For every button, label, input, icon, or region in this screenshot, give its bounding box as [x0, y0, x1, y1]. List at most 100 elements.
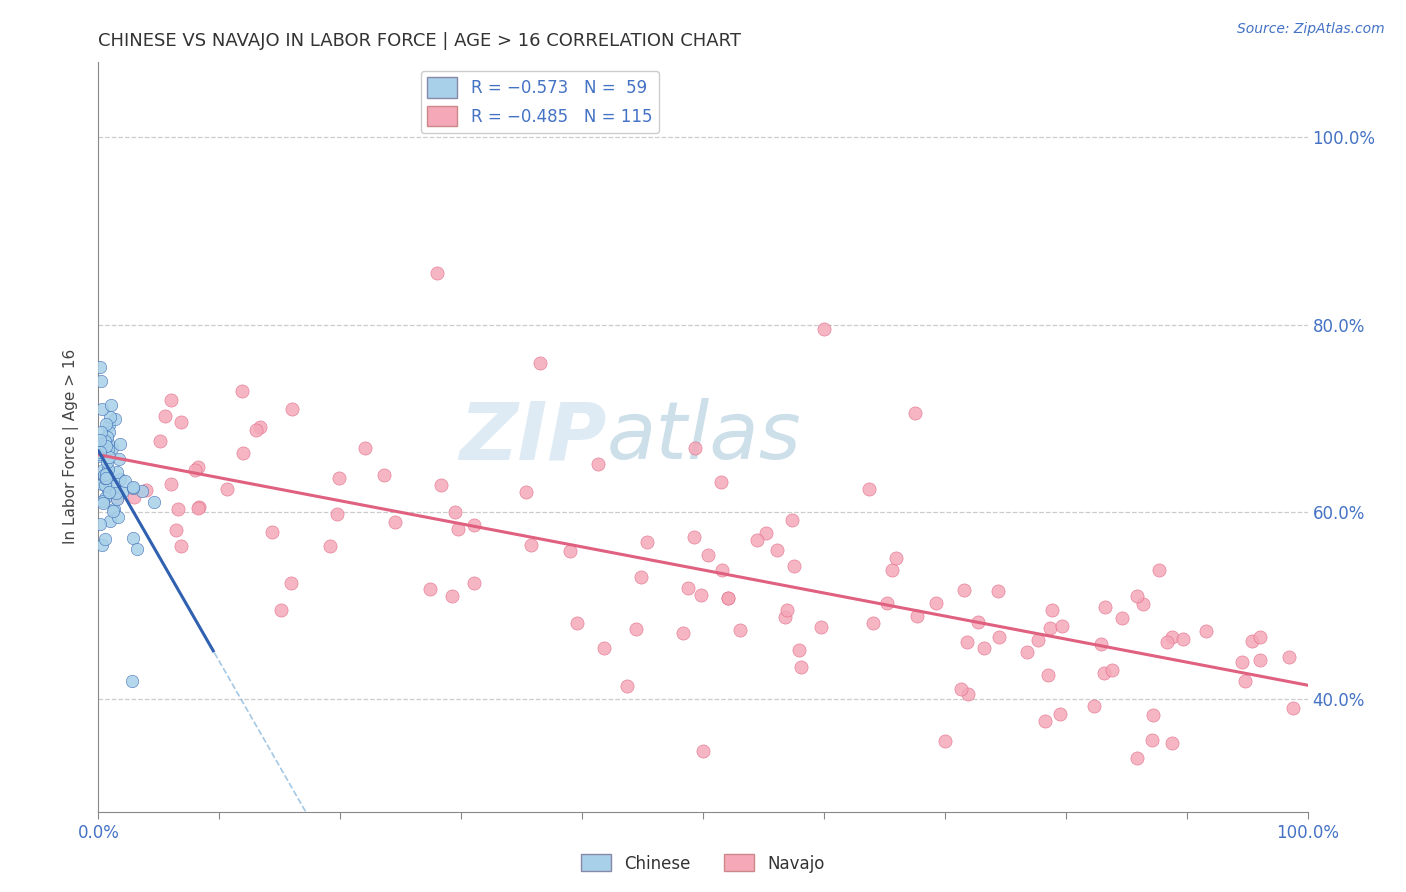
Point	[131, 484, 153, 499]
Point	[98, 450, 121, 464]
Point	[373, 468, 395, 483]
Point	[97, 483, 120, 498]
Point	[249, 419, 271, 434]
Point	[429, 478, 451, 492]
Point	[463, 517, 485, 532]
Point	[586, 458, 609, 472]
Point	[773, 610, 796, 624]
Point	[443, 505, 465, 519]
Point	[232, 446, 254, 460]
Point	[90, 425, 112, 440]
Point	[630, 569, 652, 583]
Point	[636, 535, 658, 549]
Point	[418, 582, 440, 597]
Point	[1161, 736, 1184, 750]
Point	[97, 442, 120, 457]
Point	[89, 447, 111, 461]
Point	[776, 603, 799, 617]
Point	[717, 591, 740, 605]
Point	[1132, 597, 1154, 611]
Point	[91, 463, 114, 477]
Point	[89, 445, 111, 459]
Point	[710, 475, 733, 489]
Point	[567, 616, 589, 631]
Point	[319, 539, 342, 553]
Point	[1156, 635, 1178, 649]
Point	[165, 523, 187, 537]
Point	[973, 640, 995, 655]
Point	[1126, 751, 1149, 765]
Point	[93, 434, 115, 449]
Point	[105, 491, 128, 506]
Point	[1142, 708, 1164, 723]
Point	[167, 501, 190, 516]
Point	[683, 530, 706, 544]
Point	[766, 543, 789, 558]
Point	[934, 734, 956, 748]
Point	[692, 744, 714, 758]
Point	[1033, 714, 1056, 729]
Point	[884, 550, 907, 565]
Point	[1090, 637, 1112, 651]
Text: Source: ZipAtlas.com: Source: ZipAtlas.com	[1237, 22, 1385, 37]
Point	[103, 479, 125, 493]
Point	[426, 266, 449, 280]
Point	[96, 473, 118, 487]
Point	[626, 622, 648, 636]
Point	[988, 631, 1011, 645]
Point	[169, 539, 191, 553]
Point	[96, 439, 118, 453]
Point	[262, 524, 284, 539]
Point	[1039, 621, 1062, 635]
Point	[904, 405, 927, 419]
Point	[783, 558, 806, 573]
Point	[135, 483, 157, 497]
Point	[142, 495, 165, 509]
Point	[160, 392, 183, 407]
Point	[447, 522, 470, 536]
Point	[89, 516, 111, 531]
Point	[94, 491, 117, 505]
Point	[89, 441, 111, 455]
Text: CHINESE VS NAVAJO IN LABOR FORCE | AGE > 16 CORRELATION CHART: CHINESE VS NAVAJO IN LABOR FORCE | AGE >…	[98, 32, 741, 50]
Point	[91, 496, 114, 510]
Point	[560, 544, 582, 558]
Point	[1094, 599, 1116, 614]
Point	[1173, 632, 1195, 647]
Point	[93, 493, 115, 508]
Point	[1160, 630, 1182, 644]
Point	[1147, 563, 1170, 577]
Point	[98, 409, 121, 424]
Point	[1026, 632, 1049, 647]
Point	[215, 482, 238, 496]
Point	[149, 434, 172, 449]
Point	[231, 384, 253, 399]
Point	[96, 430, 118, 444]
Point	[956, 687, 979, 701]
Point	[105, 466, 128, 480]
Point	[717, 591, 740, 606]
Point	[98, 425, 121, 439]
Point	[747, 533, 769, 547]
Point	[813, 322, 835, 336]
Point	[1101, 663, 1123, 677]
Point	[103, 502, 125, 516]
Legend: Chinese, Navajo: Chinese, Navajo	[575, 847, 831, 880]
Point	[281, 401, 304, 416]
Point	[97, 417, 120, 432]
Point	[1092, 665, 1115, 680]
Text: In Labor Force | Age > 16: In Labor Force | Age > 16	[63, 349, 79, 543]
Text: ZIP: ZIP	[458, 398, 606, 476]
Point	[328, 470, 350, 484]
Point	[122, 481, 145, 495]
Point	[1233, 674, 1256, 689]
Point	[1282, 700, 1305, 714]
Point	[326, 507, 349, 521]
Point	[956, 635, 979, 649]
Point	[187, 460, 209, 475]
Point	[1017, 645, 1039, 659]
Point	[1040, 603, 1063, 617]
Point	[1036, 668, 1059, 682]
Point	[787, 643, 810, 657]
Point	[710, 563, 733, 577]
